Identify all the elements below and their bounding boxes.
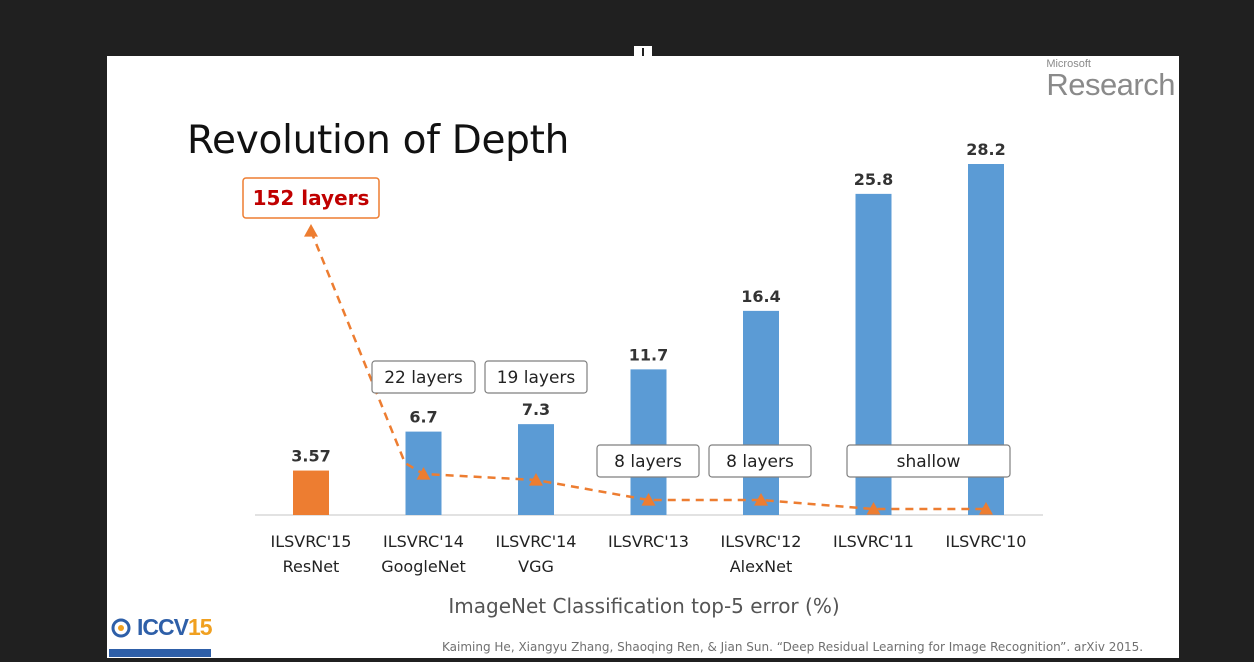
trend-marker [754, 493, 768, 506]
x-tick-label: ILSVRC'15 [271, 532, 352, 551]
iccv-year: 15 [187, 614, 213, 640]
trend-marker [979, 502, 993, 515]
x-tick-label: ILSVRC'14 [383, 532, 464, 551]
x-tick-label: ILSVRC'13 [608, 532, 689, 551]
bar-value-label: 3.57 [291, 447, 330, 466]
depth-label: 8 layers [614, 452, 682, 472]
iccv-name: ICCV [137, 614, 189, 640]
x-tick-label: AlexNet [730, 557, 793, 576]
depth-label: 152 layers [253, 186, 370, 210]
depth-label-box [596, 444, 700, 478]
bar-value-label: 11.7 [629, 345, 668, 364]
depth-label-box [242, 177, 380, 219]
bar-value-label: 25.8 [854, 170, 893, 189]
trend-marker [866, 502, 881, 515]
depth-label-box [371, 360, 476, 394]
trend-marker [304, 224, 318, 237]
x-tick-label: VGG [518, 557, 554, 576]
x-tick-label: GoogleNet [381, 557, 466, 576]
trend-marker [641, 493, 656, 506]
bar-value-label: 28.2 [966, 140, 1005, 159]
depth-label: 19 layers [497, 368, 576, 388]
depth-label-box [708, 444, 812, 478]
x-tick-label: ILSVRC'12 [721, 532, 802, 551]
depth-label: 22 layers [384, 368, 463, 388]
bar-value-label: 7.3 [522, 400, 550, 419]
logo-small-text: Microsoft [1046, 58, 1091, 70]
bar-value-label: 6.7 [409, 408, 437, 427]
x-axis-label: ImageNet Classification top-5 error (%) [448, 594, 839, 618]
iccv-subtitle-bar [109, 649, 211, 657]
depth-label: 8 layers [726, 452, 794, 472]
x-tick-label: ILSVRC'10 [946, 532, 1027, 551]
iccv-ring-icon [111, 618, 131, 638]
iccv-text: ICCV15 [137, 614, 213, 641]
depth-label-box [846, 444, 1011, 478]
bar [630, 369, 667, 515]
depth-label: shallow [897, 452, 961, 472]
iccv-logo: ICCV15 [109, 612, 213, 658]
x-tick-label: ILSVRC'14 [496, 532, 577, 551]
bar [518, 424, 554, 515]
x-tick-label: ResNet [283, 557, 340, 576]
trend-marker [529, 473, 543, 486]
citation: Kaiming He, Xiangyu Zhang, Shaoqing Ren,… [442, 640, 1144, 654]
microsoft-research-logo: Microsoft Research [1046, 58, 1175, 100]
bar-chart: 3.57 ILSVRC'15 ResNet 6.7 ILSVRC'14 GoogleNet… [242, 140, 1043, 618]
top-marker [634, 46, 652, 56]
bar [293, 470, 329, 515]
bar-value-label: 16.4 [741, 287, 780, 306]
slide: Microsoft Research Revolution of Depth 3… [107, 56, 1179, 658]
x-tick-label: ILSVRC'11 [833, 532, 914, 551]
logo-big-text: Research [1046, 67, 1175, 102]
trend-line [309, 230, 986, 511]
trend-marker [416, 467, 431, 480]
bar [743, 310, 779, 515]
slide-title: Revolution of Depth [187, 118, 570, 163]
depth-label-box [484, 360, 588, 394]
